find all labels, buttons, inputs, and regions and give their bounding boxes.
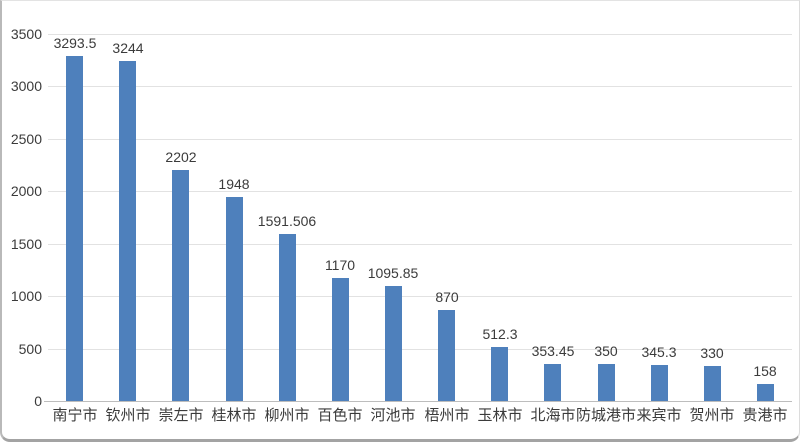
x-axis-label: 南宁市 <box>52 407 98 424</box>
bar-value-label: 1948 <box>218 176 250 192</box>
bar <box>544 364 561 401</box>
bar-value-label: 512.3 <box>482 326 518 342</box>
y-axis-tick-label: 3500 <box>10 26 42 42</box>
x-axis-line <box>44 401 792 402</box>
x-axis-label: 河池市 <box>370 407 416 424</box>
bar <box>332 278 349 401</box>
bar-value-label: 1591.506 <box>257 213 317 229</box>
gridline <box>48 191 792 192</box>
bar <box>66 56 83 401</box>
bar-value-label: 330 <box>700 345 724 361</box>
bar <box>598 364 615 401</box>
bar-value-label: 158 <box>753 363 777 379</box>
bar-value-label: 1170 <box>324 257 356 273</box>
bar <box>226 197 243 401</box>
y-axis-tick-label: 1000 <box>10 288 42 304</box>
gridline <box>48 244 792 245</box>
x-axis-label: 钦州市 <box>105 407 151 424</box>
bar-value-label: 3293.5 <box>53 35 97 51</box>
x-axis-label: 梧州市 <box>424 407 470 424</box>
gridline <box>48 296 792 297</box>
bar <box>651 365 668 401</box>
bar <box>119 61 136 401</box>
bar-value-label: 1095.85 <box>367 265 419 281</box>
bar-value-label: 353.45 <box>531 343 575 359</box>
y-axis-tick-label: 3000 <box>10 78 42 94</box>
gridline <box>48 349 792 350</box>
x-axis-label: 来宾市 <box>636 407 682 424</box>
x-axis-label: 防城港市 <box>575 407 636 424</box>
y-axis-tick-label: 0 <box>34 393 42 409</box>
bar-value-label: 2202 <box>165 149 197 165</box>
gridline <box>48 86 792 87</box>
y-axis-tick-label: 500 <box>18 341 42 357</box>
bar <box>757 384 774 401</box>
bar-value-label: 350 <box>594 343 618 359</box>
x-axis-label: 贵港市 <box>742 407 788 424</box>
bar <box>172 170 189 401</box>
y-axis-tick-label: 2000 <box>10 183 42 199</box>
x-axis-label: 柳州市 <box>264 407 310 424</box>
x-axis-label: 玉林市 <box>477 407 523 424</box>
bar <box>385 286 402 401</box>
gridline <box>48 34 792 35</box>
bar <box>704 366 721 401</box>
x-axis-label: 百色市 <box>317 407 363 424</box>
y-axis-tick-label: 2500 <box>10 131 42 147</box>
x-axis-label: 崇左市 <box>158 407 204 424</box>
x-axis-label: 北海市 <box>530 407 576 424</box>
bar <box>491 347 508 401</box>
bar <box>438 310 455 401</box>
bar <box>279 234 296 401</box>
bar-value-label: 870 <box>435 289 459 305</box>
gridline <box>48 139 792 140</box>
x-axis-label: 贺州市 <box>689 407 735 424</box>
y-axis-tick-label: 1500 <box>10 236 42 252</box>
bar-value-label: 345.3 <box>641 344 677 360</box>
x-axis-label: 桂林市 <box>211 407 257 424</box>
bar-value-label: 3244 <box>112 40 144 56</box>
